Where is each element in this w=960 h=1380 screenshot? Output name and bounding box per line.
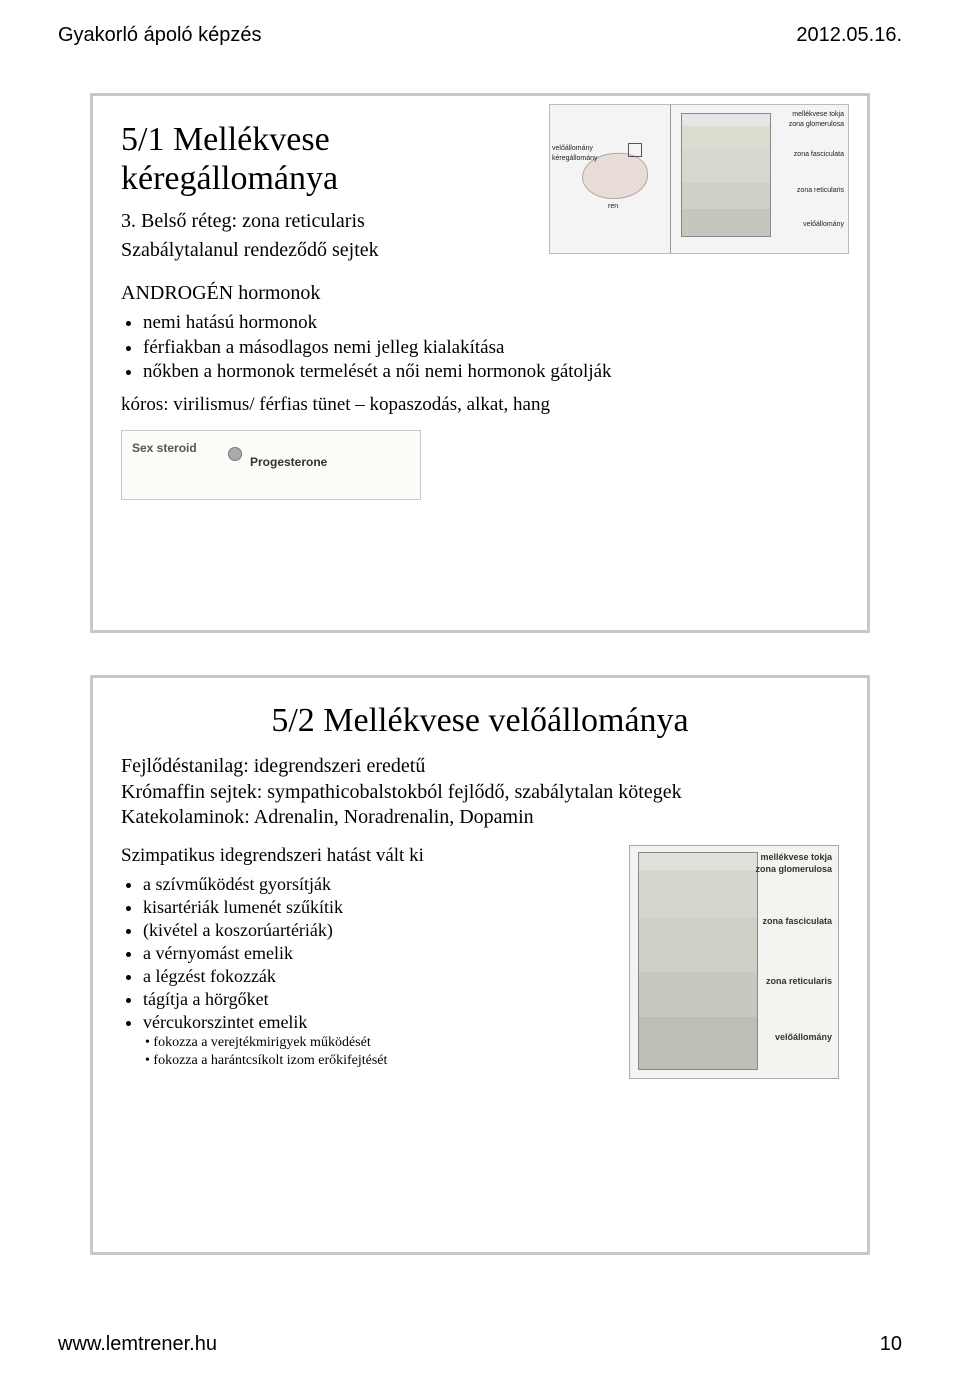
slide-1: velőállomány kéregállomány ren mellékves…: [90, 93, 870, 633]
fig-label: mellékvese tokja: [760, 852, 832, 862]
molecule-icon: [228, 447, 242, 461]
fig-label: velőállomány: [803, 221, 844, 228]
fig-label: zona reticularis: [766, 976, 832, 986]
origin-line: Katekolaminok: Adrenalin, Noradrenalin, …: [121, 805, 839, 831]
title-line-2: kéregállománya: [121, 160, 338, 197]
fig-label: mellékvese tokja: [792, 111, 844, 118]
footer-url: www.lemtrener.hu: [58, 1333, 217, 1356]
list-item: férfiakban a másodlagos nemi jelleg kial…: [143, 336, 839, 360]
slide2-title: 5/2 Mellékvese velőállománya: [121, 702, 839, 740]
medulla-diagram: mellékvese tokja zona glomerulosa zona f…: [629, 845, 839, 1079]
origin-line: Krómaffin sejtek: sympathicobalstokból f…: [121, 780, 839, 806]
fig-label: ren: [608, 203, 618, 210]
fig-label: zona reticularis: [797, 187, 844, 194]
page-header: Gyakorló ápoló képzés 2012.05.16.: [0, 0, 960, 51]
origin-block: Fejlődéstanilag: idegrendszeri eredetű K…: [121, 754, 839, 831]
fig-label: kéregállomány: [552, 155, 598, 162]
title-line-1: 5/1 Mellékvese: [121, 121, 330, 158]
list-item: tágítja a hörgőket: [143, 988, 611, 1011]
effects-list: a szívműködést gyorsítják kisartériák lu…: [121, 873, 611, 1034]
list-item: kisartériák lumenét szűkítik: [143, 896, 611, 919]
list-item: vércukorszintet emelik: [143, 1011, 611, 1034]
zoom-box: [628, 143, 642, 157]
slide-2: 5/2 Mellékvese velőállománya Fejlődéstan…: [90, 675, 870, 1255]
steroid-label-right: Progesterone: [250, 455, 327, 469]
cortex-stack: [638, 852, 758, 1070]
fig-label: velőállomány: [552, 145, 593, 152]
pathology-note: kóros: virilismus/ férfias tünet – kopas…: [121, 394, 839, 416]
list-item: a szívműködést gyorsítják: [143, 873, 611, 896]
footer-page-number: 10: [880, 1333, 902, 1356]
header-left: Gyakorló ápoló képzés: [58, 24, 261, 47]
list-item: a légzést fokozzák: [143, 965, 611, 988]
list-item: fokozza a verejtékmirigyek működését: [145, 1034, 611, 1052]
list-item: a vérnyomást emelik: [143, 942, 611, 965]
fig-label: zona fasciculata: [762, 916, 832, 926]
list-item: fokozza a harántcsíkolt izom erőkifejtés…: [145, 1052, 611, 1070]
fig-label: zona glomerulosa: [789, 121, 844, 128]
steroid-label-left: Sex steroid: [132, 441, 197, 455]
list-item: nőkben a hormonok termelését a női nemi …: [143, 360, 839, 384]
fig-label: zona fasciculata: [794, 151, 844, 158]
page-footer: www.lemtrener.hu 10: [58, 1333, 902, 1356]
origin-line: Fejlődéstanilag: idegrendszeri eredetű: [121, 754, 839, 780]
steroid-figure: Sex steroid Progesterone: [121, 430, 421, 500]
fig-label: velőállomány: [775, 1032, 832, 1042]
list-item: (kivétel a koszorúartériák): [143, 919, 611, 942]
fig-label: zona glomerulosa: [755, 864, 832, 874]
list-item: nemi hatású hormonok: [143, 311, 839, 335]
cortex-layers: [681, 113, 771, 237]
adrenal-diagram: velőállomány kéregállomány ren mellékves…: [549, 104, 849, 254]
androgen-label: ANDROGÉN hormonok: [121, 282, 839, 305]
fine-effects: fokozza a verejtékmirigyek működését fok…: [145, 1034, 611, 1070]
androgen-list: nemi hatású hormonok férfiakban a másodl…: [121, 311, 839, 384]
sympathetic-label: Szimpatikus idegrendszeri hatást vált ki: [121, 845, 611, 867]
header-right: 2012.05.16.: [796, 24, 902, 47]
